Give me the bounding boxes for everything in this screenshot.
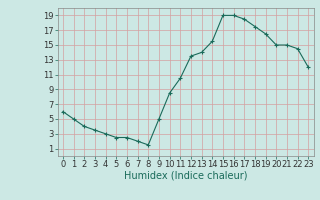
X-axis label: Humidex (Indice chaleur): Humidex (Indice chaleur) — [124, 171, 247, 181]
